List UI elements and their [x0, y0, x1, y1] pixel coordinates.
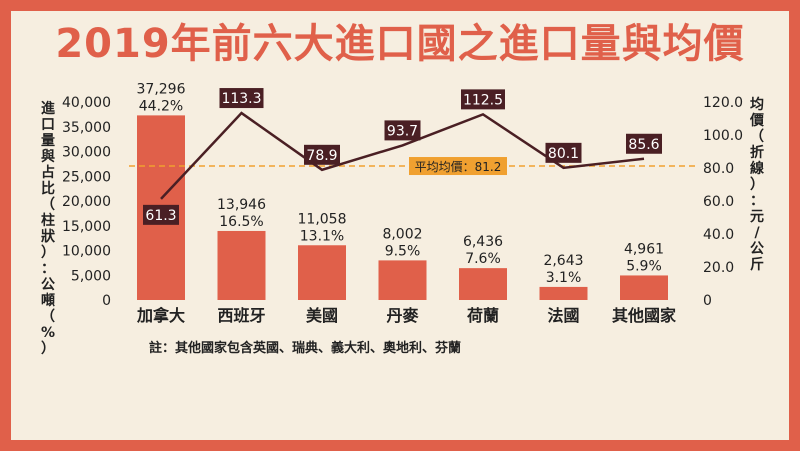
price-label-box [384, 120, 421, 141]
volume-share-label: 13.1% [300, 228, 344, 244]
volume-bar [620, 275, 668, 300]
volume-bar [378, 260, 427, 300]
y-left-tick-label: 0 [102, 293, 111, 309]
volume-value-label: 13,946 [217, 197, 266, 213]
volume-bar [539, 286, 588, 300]
y-left-tick-label: 5,000 [71, 268, 111, 284]
average-price-label: 平均均價：81.2 [415, 160, 502, 174]
volume-bar [459, 268, 507, 300]
price-label-box [545, 142, 582, 163]
price-label: 112.5 [463, 92, 503, 108]
y-left-tick-label: 40,000 [62, 95, 111, 111]
volume-value-label: 8,002 [382, 226, 422, 242]
y-right-tick-label: 0 [703, 293, 712, 309]
footnote: 註：其他國家包含英國、瑞典、義大利、奧地利、芬蘭 [149, 341, 462, 356]
category-label: 美國 [306, 306, 338, 325]
price-label: 61.3 [145, 208, 176, 224]
volume-bar [298, 245, 346, 300]
category-label: 西班牙 [217, 306, 265, 325]
volume-share-label: 7.6% [465, 251, 501, 267]
volume-value-label: 6,436 [463, 234, 503, 250]
volume-share-label: 5.9% [626, 258, 662, 274]
average-price-label-box [409, 157, 507, 176]
y-right-tick-label: 120.0 [703, 95, 743, 111]
price-label: 78.9 [306, 148, 337, 164]
price-label-box [219, 88, 264, 109]
y-left-tick-label: 20,000 [62, 194, 111, 210]
y-right-tick-label: 20.0 [703, 260, 734, 276]
y-left-axis-label: 進口量與占比（柱狀）：公噸（%） [40, 101, 56, 357]
price-label: 113.3 [221, 91, 261, 107]
category-label: 丹麥 [386, 306, 419, 325]
category-label: 加拿大 [136, 306, 185, 325]
y-right-tick-label: 40.0 [703, 227, 734, 243]
price-label: 80.1 [548, 146, 579, 162]
combo-chart: 0 5,000 10,000 15,000 20,000 25,000 30,000 35,0… [62, 81, 743, 325]
y-left-tick-label: 10,000 [62, 244, 111, 260]
category-label: 其他國家 [612, 306, 677, 325]
price-label-box [143, 204, 179, 225]
volume-share-label: 9.5% [385, 243, 421, 259]
price-label-box [304, 144, 340, 165]
chart-title: 2019年前六大進口國之進口量與均價 [55, 21, 745, 67]
volume-share-label: 44.2% [139, 98, 183, 114]
price-label: 93.7 [387, 123, 418, 139]
volume-share-label: 3.1% [546, 270, 582, 286]
category-label: 荷蘭 [467, 306, 499, 325]
y-left-tick-label: 30,000 [62, 145, 111, 161]
volume-share-label: 16.5% [219, 214, 263, 230]
volume-value-label: 37,296 [137, 81, 186, 97]
volume-bar [217, 230, 266, 300]
chart-panel: 2019年前六大進口國之進口量與均價 0 5,000 10,000 15,000 20,… [11, 11, 789, 440]
y-right-tick-label: 80.0 [703, 161, 734, 177]
volume-value-label: 2,643 [543, 253, 583, 269]
y-right-tick-label: 60.0 [703, 194, 734, 210]
y-left-tick-label: 15,000 [62, 219, 111, 235]
y-right-axis-label: 均價（折線）：元 / 公斤 [750, 97, 764, 273]
category-label: 法國 [547, 306, 579, 325]
price-line [160, 111, 645, 200]
volume-value-label: 11,058 [298, 211, 347, 227]
price-label: 85.6 [628, 137, 659, 153]
y-right-tick-label: 100.0 [703, 128, 743, 144]
volume-value-label: 4,961 [624, 241, 664, 257]
y-left-tick-label: 35,000 [62, 120, 111, 136]
price-label-box [461, 89, 505, 110]
price-label-box [626, 133, 662, 154]
y-left-tick-label: 25,000 [62, 169, 111, 185]
